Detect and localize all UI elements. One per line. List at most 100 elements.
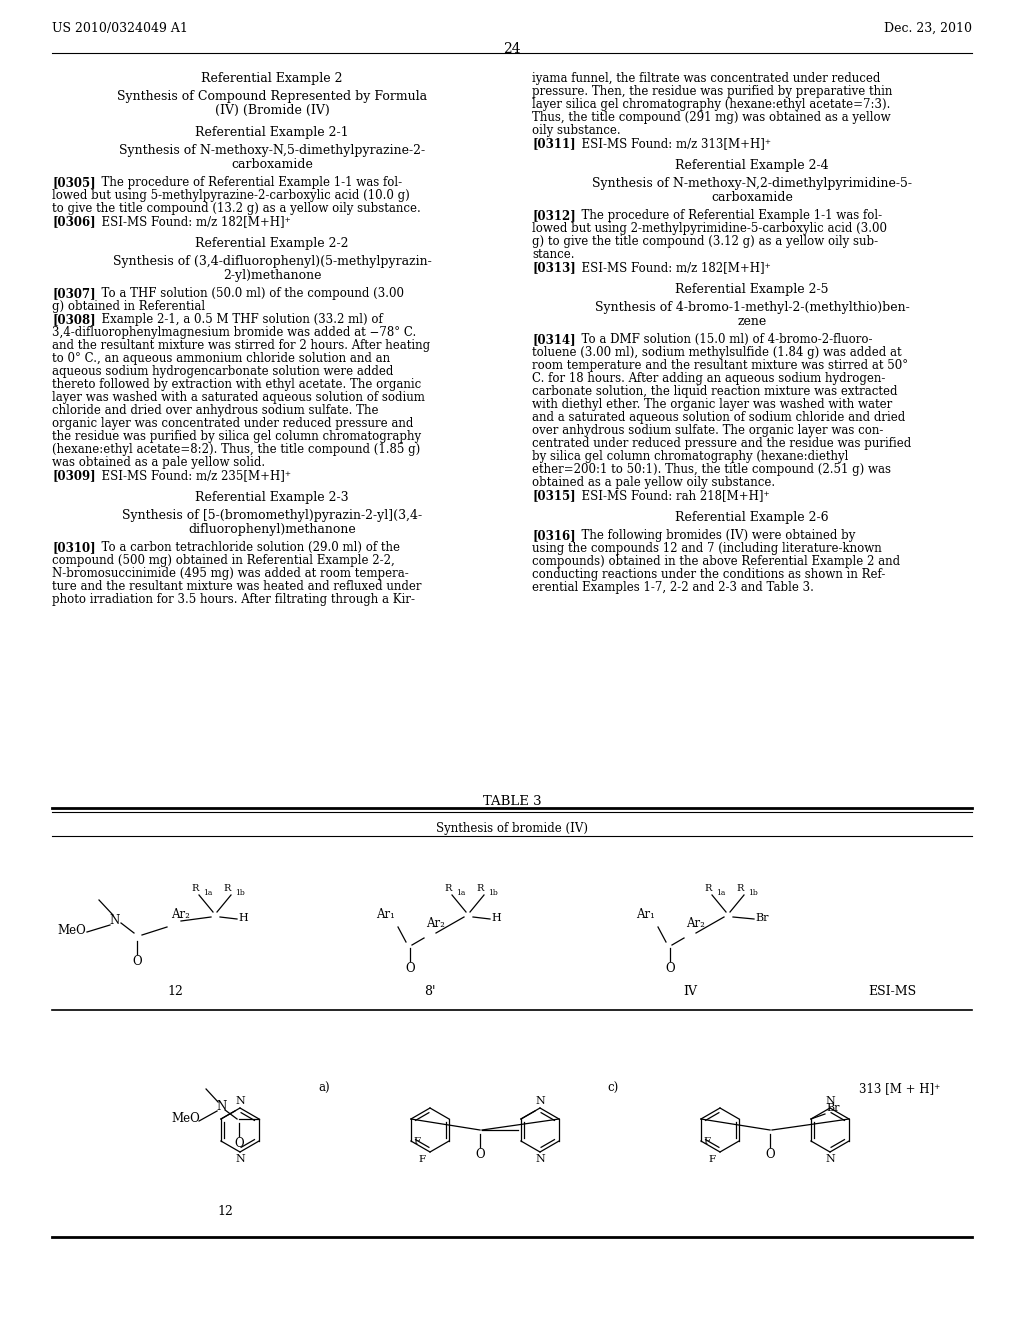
- Text: 1a: 1a: [203, 888, 212, 898]
- Text: was obtained as a pale yellow solid.: was obtained as a pale yellow solid.: [52, 455, 265, 469]
- Text: using the compounds 12 and 7 (including literature-known: using the compounds 12 and 7 (including …: [532, 543, 882, 554]
- Text: [0313]: [0313]: [532, 261, 575, 275]
- Text: Synthesis of N-methoxy-N,2-dimethylpyrimidine-5-: Synthesis of N-methoxy-N,2-dimethylpyrim…: [592, 177, 912, 190]
- Text: Referential Example 2-2: Referential Example 2-2: [196, 238, 349, 249]
- Text: carbonate solution, the liquid reaction mixture was extracted: carbonate solution, the liquid reaction …: [532, 385, 897, 399]
- Text: IV: IV: [683, 985, 697, 998]
- Text: ture and the resultant mixture was heated and refluxed under: ture and the resultant mixture was heate…: [52, 579, 422, 593]
- Text: 12: 12: [167, 985, 183, 998]
- Text: Referential Example 2-6: Referential Example 2-6: [675, 511, 828, 524]
- Text: conducting reactions under the conditions as shown in Ref-: conducting reactions under the condition…: [532, 568, 886, 581]
- Text: compound (500 mg) obtained in Referential Example 2-2,: compound (500 mg) obtained in Referentia…: [52, 554, 394, 568]
- Text: (hexane:ethyl acetate=8:2). Thus, the title compound (1.85 g): (hexane:ethyl acetate=8:2). Thus, the ti…: [52, 444, 420, 455]
- Text: toluene (3.00 ml), sodium methylsulfide (1.84 g) was added at: toluene (3.00 ml), sodium methylsulfide …: [532, 346, 901, 359]
- Text: Synthesis of Compound Represented by Formula: Synthesis of Compound Represented by For…: [117, 90, 427, 103]
- Text: ESI-MS Found: m/z 313[M+H]⁺: ESI-MS Found: m/z 313[M+H]⁺: [574, 137, 771, 150]
- Text: To a carbon tetrachloride solution (29.0 ml) of the: To a carbon tetrachloride solution (29.0…: [94, 541, 400, 554]
- Text: lowed but using 2-methylpyrimidine-5-carboxylic acid (3.00: lowed but using 2-methylpyrimidine-5-car…: [532, 222, 887, 235]
- Text: MeO: MeO: [57, 924, 86, 936]
- Text: stance.: stance.: [532, 248, 574, 261]
- Text: iyama funnel, the filtrate was concentrated under reduced: iyama funnel, the filtrate was concentra…: [532, 73, 881, 84]
- Text: layer was washed with a saturated aqueous solution of sodium: layer was washed with a saturated aqueou…: [52, 391, 425, 404]
- Text: with diethyl ether. The organic layer was washed with water: with diethyl ether. The organic layer wa…: [532, 399, 892, 411]
- Text: lowed but using 5-methylpyrazine-2-carboxylic acid (10.0 g): lowed but using 5-methylpyrazine-2-carbo…: [52, 189, 410, 202]
- Text: to 0° C., an aqueous ammonium chloride solution and an: to 0° C., an aqueous ammonium chloride s…: [52, 352, 390, 366]
- Text: [0309]: [0309]: [52, 469, 95, 482]
- Text: chloride and dried over anhydrous sodium sulfate. The: chloride and dried over anhydrous sodium…: [52, 404, 379, 417]
- Text: erential Examples 1-7, 2-2 and 2-3 and Table 3.: erential Examples 1-7, 2-2 and 2-3 and T…: [532, 581, 814, 594]
- Text: centrated under reduced pressure and the residue was purified: centrated under reduced pressure and the…: [532, 437, 911, 450]
- Text: 1b: 1b: [488, 888, 498, 898]
- Text: aqueous sodium hydrogencarbonate solution were added: aqueous sodium hydrogencarbonate solutio…: [52, 366, 393, 378]
- Text: N: N: [216, 1101, 226, 1114]
- Text: Synthesis of (3,4-difluorophenyl)(5-methylpyrazin-: Synthesis of (3,4-difluorophenyl)(5-meth…: [113, 255, 431, 268]
- Text: C. for 18 hours. After adding an aqueous sodium hydrogen-: C. for 18 hours. After adding an aqueous…: [532, 372, 886, 385]
- Text: N-bromosuccinimide (495 mg) was added at room tempera-: N-bromosuccinimide (495 mg) was added at…: [52, 568, 409, 579]
- Text: The procedure of Referential Example 1-1 was fol-: The procedure of Referential Example 1-1…: [574, 209, 882, 222]
- Text: To a THF solution (50.0 ml) of the compound (3.00: To a THF solution (50.0 ml) of the compo…: [94, 286, 404, 300]
- Text: [0306]: [0306]: [52, 215, 95, 228]
- Text: N: N: [536, 1096, 545, 1106]
- Text: Ar₂: Ar₂: [426, 917, 444, 931]
- Text: N: N: [110, 913, 120, 927]
- Text: 1a: 1a: [716, 888, 725, 898]
- Text: ESI-MS Found: m/z 182[M+H]⁺: ESI-MS Found: m/z 182[M+H]⁺: [94, 215, 291, 228]
- Text: carboxamide: carboxamide: [711, 191, 793, 205]
- Text: O: O: [406, 962, 415, 975]
- Text: R: R: [223, 884, 230, 894]
- Text: O: O: [132, 954, 141, 968]
- Text: 12: 12: [217, 1205, 232, 1218]
- Text: to give the title compound (13.2 g) as a yellow oily substance.: to give the title compound (13.2 g) as a…: [52, 202, 421, 215]
- Text: Br: Br: [826, 1104, 840, 1113]
- Text: Synthesis of 4-bromo-1-methyl-2-(methylthio)ben-: Synthesis of 4-bromo-1-methyl-2-(methylt…: [595, 301, 909, 314]
- Text: O: O: [475, 1148, 484, 1162]
- Text: 2-yl)methanone: 2-yl)methanone: [223, 269, 322, 282]
- Text: O: O: [765, 1148, 775, 1162]
- Text: H: H: [238, 913, 248, 923]
- Text: Referential Example 2-5: Referential Example 2-5: [675, 282, 828, 296]
- Text: 3,4-difluorophenylmagnesium bromide was added at −78° C.: 3,4-difluorophenylmagnesium bromide was …: [52, 326, 416, 339]
- Text: N: N: [536, 1154, 545, 1164]
- Text: ESI-MS Found: m/z 182[M+H]⁺: ESI-MS Found: m/z 182[M+H]⁺: [574, 261, 771, 275]
- Text: Dec. 23, 2010: Dec. 23, 2010: [884, 22, 972, 36]
- Text: [0308]: [0308]: [52, 313, 95, 326]
- Text: TABLE 3: TABLE 3: [482, 795, 542, 808]
- Text: N: N: [236, 1154, 245, 1164]
- Text: Referential Example 2-1: Referential Example 2-1: [196, 125, 349, 139]
- Text: F: F: [709, 1155, 716, 1164]
- Text: room temperature and the resultant mixture was stirred at 50°: room temperature and the resultant mixtu…: [532, 359, 908, 372]
- Text: R: R: [476, 884, 483, 894]
- Text: obtained as a pale yellow oily substance.: obtained as a pale yellow oily substance…: [532, 477, 775, 488]
- Text: Synthesis of N-methoxy-N,5-dimethylpyrazine-2-: Synthesis of N-methoxy-N,5-dimethylpyraz…: [119, 144, 425, 157]
- Text: [0307]: [0307]: [52, 286, 95, 300]
- Text: H: H: [490, 913, 501, 923]
- Text: the residue was purified by silica gel column chromatography: the residue was purified by silica gel c…: [52, 430, 421, 444]
- Text: N: N: [236, 1096, 245, 1106]
- Text: R: R: [705, 884, 712, 894]
- Text: US 2010/0324049 A1: US 2010/0324049 A1: [52, 22, 187, 36]
- Text: Ar₂: Ar₂: [686, 917, 705, 931]
- Text: 1a: 1a: [456, 888, 465, 898]
- Text: compounds) obtained in the above Referential Example 2 and: compounds) obtained in the above Referen…: [532, 554, 900, 568]
- Text: ESI-MS Found: rah 218[M+H]⁺: ESI-MS Found: rah 218[M+H]⁺: [574, 488, 770, 502]
- Text: carboxamide: carboxamide: [231, 158, 313, 172]
- Text: and the resultant mixture was stirred for 2 hours. After heating: and the resultant mixture was stirred fo…: [52, 339, 430, 352]
- Text: [0311]: [0311]: [532, 137, 575, 150]
- Text: (IV) (Bromide (IV): (IV) (Bromide (IV): [215, 104, 330, 117]
- Text: layer silica gel chromatography (hexane:ethyl acetate=7:3).: layer silica gel chromatography (hexane:…: [532, 98, 891, 111]
- Text: 8': 8': [424, 985, 436, 998]
- Text: F: F: [414, 1137, 421, 1146]
- Text: N: N: [825, 1096, 835, 1106]
- Text: difluorophenyl)methanone: difluorophenyl)methanone: [188, 523, 356, 536]
- Text: [0315]: [0315]: [532, 488, 575, 502]
- Text: 1b: 1b: [748, 888, 758, 898]
- Text: a): a): [318, 1082, 330, 1096]
- Text: O: O: [666, 962, 675, 975]
- Text: F: F: [419, 1155, 426, 1164]
- Text: ESI-MS Found: m/z 235[M+H]⁺: ESI-MS Found: m/z 235[M+H]⁺: [94, 469, 291, 482]
- Text: Br: Br: [755, 913, 768, 923]
- Text: [0310]: [0310]: [52, 541, 95, 554]
- Text: photo irradiation for 3.5 hours. After filtrating through a Kir-: photo irradiation for 3.5 hours. After f…: [52, 593, 415, 606]
- Text: Referential Example 2-3: Referential Example 2-3: [196, 491, 349, 504]
- Text: over anhydrous sodium sulfate. The organic layer was con-: over anhydrous sodium sulfate. The organ…: [532, 424, 884, 437]
